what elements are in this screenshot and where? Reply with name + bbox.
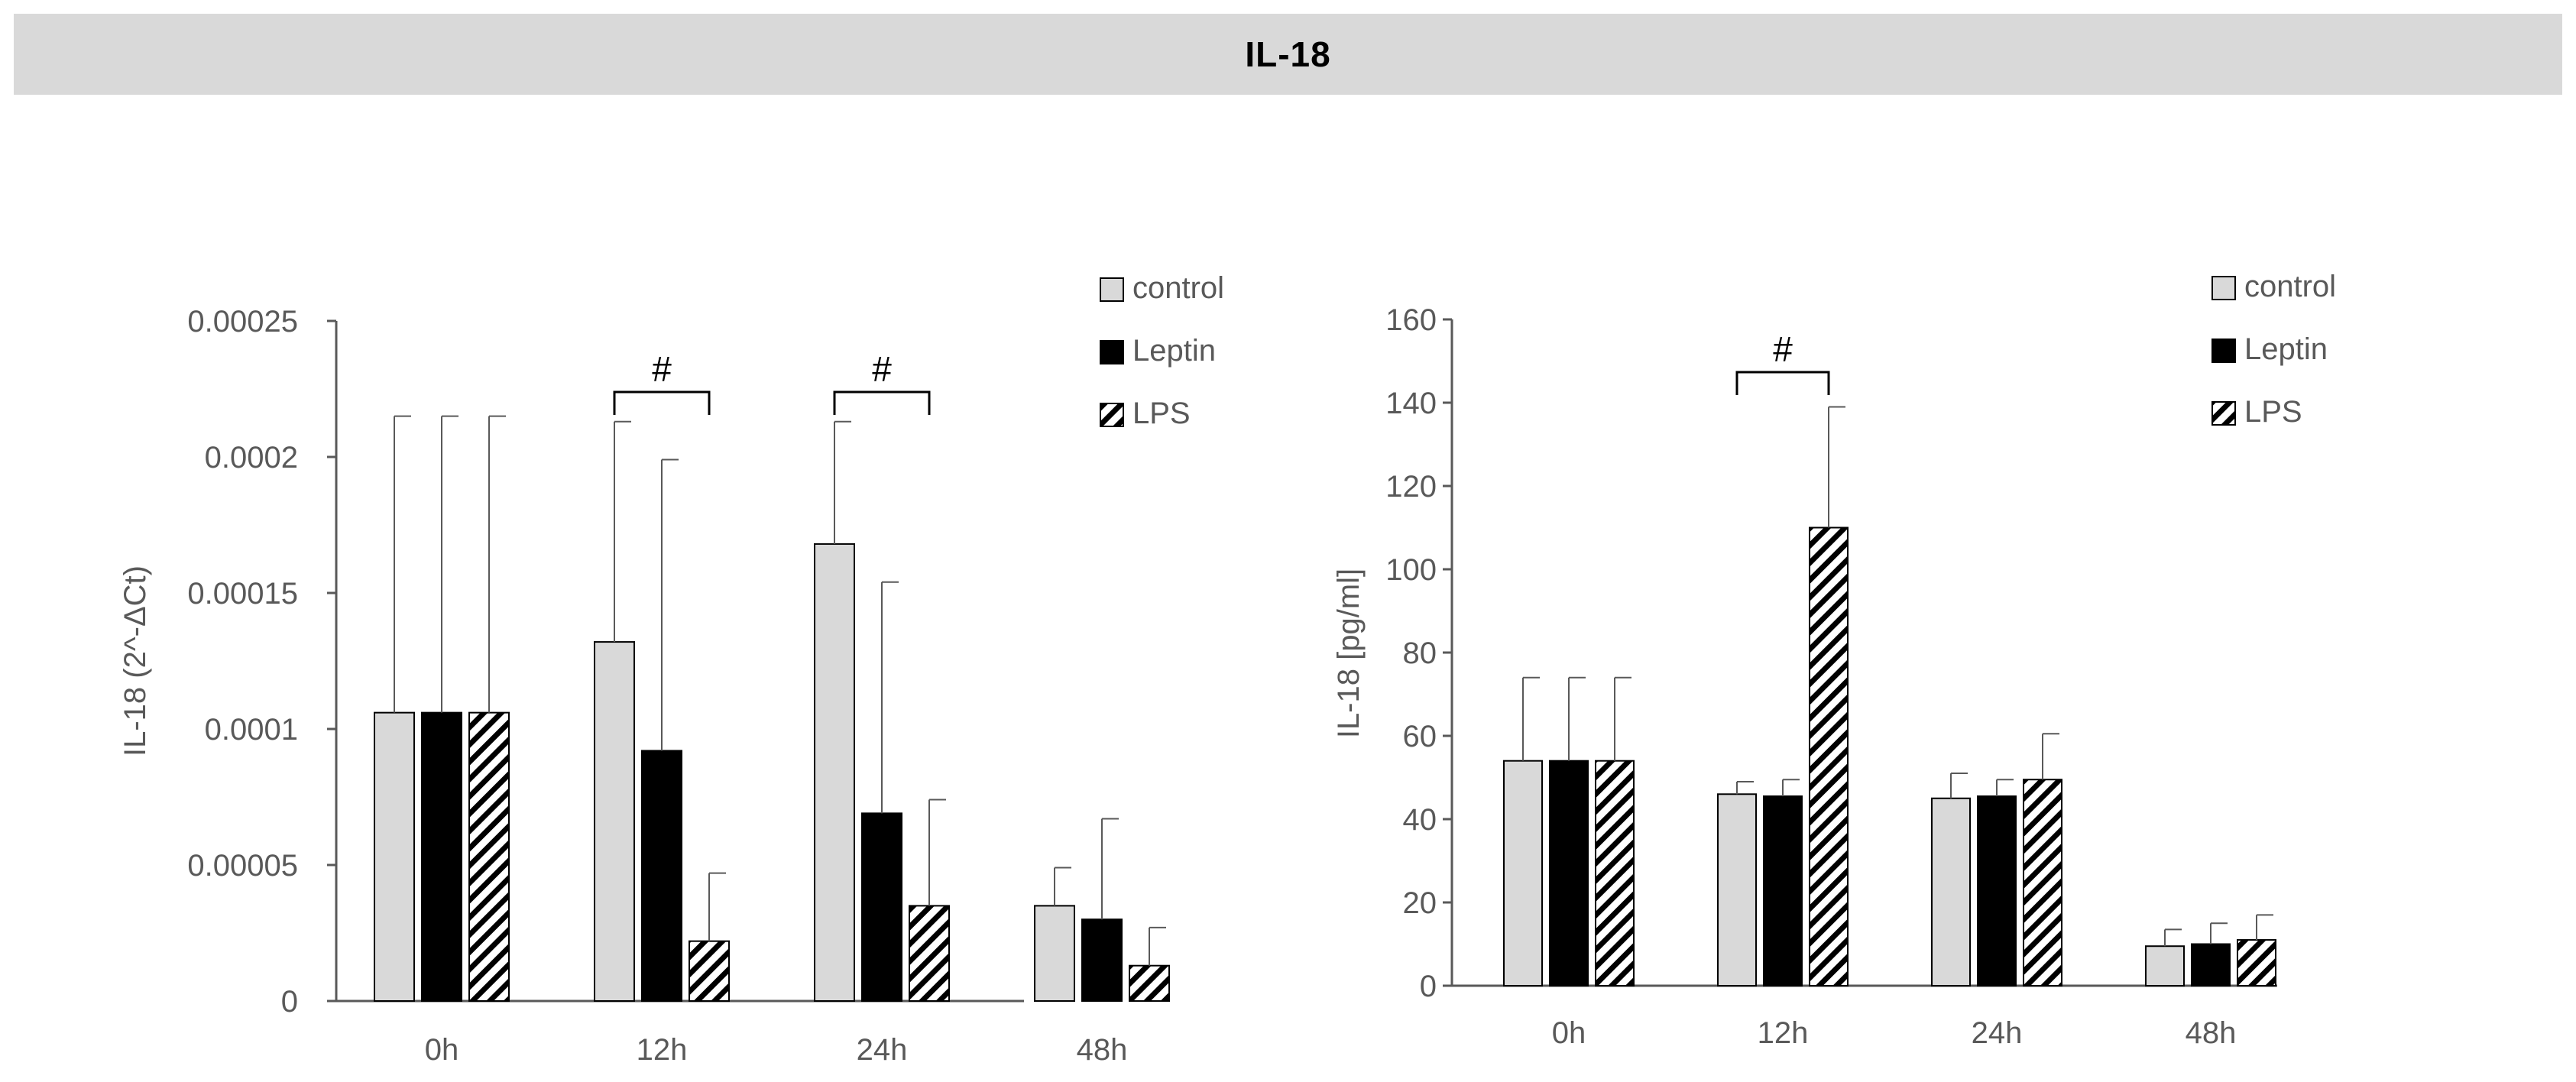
chart2-legend-swatch-leptin — [2211, 339, 2236, 363]
chart2-bar-leptin-0h — [1549, 760, 1589, 986]
chart2-x-tick-label: 12h — [1758, 1016, 1809, 1050]
chart1-x-tick-label: 24h — [857, 1033, 908, 1067]
chart1-y-tick-label: 0.0001 — [205, 713, 298, 747]
chart2-bar-control-48h — [2145, 945, 2185, 986]
chart1-bar-control-12h — [594, 641, 635, 1003]
figure-title-bar: IL-18 — [14, 14, 2562, 95]
chart2-y-tick-label: 100 — [1385, 553, 1437, 587]
chart2-y-tick-label: 140 — [1385, 387, 1437, 420]
chart1-bar-leptin-48h — [1081, 918, 1123, 1002]
chart1-y-axis-label: IL-18 (2^-ΔCt) — [118, 565, 152, 756]
chart2-bar-control-0h — [1503, 760, 1543, 986]
chart1-y-tick-label: 0.0002 — [205, 441, 298, 475]
chart1-legend-label: LPS — [1132, 397, 1191, 430]
chart2-legend-label: control — [2244, 270, 2336, 303]
figure-title: IL-18 — [1245, 34, 1331, 74]
chart1-x-tick-label: 0h — [425, 1033, 459, 1067]
chart1-bar-lps-12h — [689, 940, 730, 1003]
chart2-y-tick-label: 0 — [1420, 970, 1437, 1003]
chart2-bar-lps-12h — [1809, 526, 1849, 986]
chart1-legend-label: control — [1132, 271, 1224, 305]
chart1-x-tick-label: 48h — [1077, 1033, 1128, 1067]
chart2-bar-lps-24h — [2023, 779, 2062, 986]
chart2-bar-control-12h — [1717, 793, 1757, 987]
chart1-significance-mark: # — [652, 349, 672, 389]
chart1-y-tick-label: 0 — [281, 985, 298, 1019]
chart2-y-tick-label: 120 — [1385, 470, 1437, 504]
chart1-y-tick-label: 0.00005 — [187, 849, 298, 883]
chart2-legend-swatch-lps — [2211, 401, 2236, 426]
chart2-bar-leptin-12h — [1763, 795, 1803, 987]
chart2-legend-label: LPS — [2244, 395, 2302, 429]
chart1-significance-mark: # — [872, 349, 892, 389]
chart1-bar-control-0h — [374, 711, 415, 1002]
chart1-significance-bracket — [833, 390, 931, 415]
chart2-bar-lps-48h — [2237, 939, 2276, 987]
chart1-y-tick-label: 0.00025 — [187, 305, 298, 339]
chart2-significance-mark: # — [1773, 329, 1793, 369]
chart2-bar-leptin-24h — [1977, 795, 2017, 987]
chart1-legend-swatch-leptin — [1100, 340, 1124, 364]
chart1-bar-leptin-24h — [861, 812, 902, 1002]
chart2-bar-leptin-48h — [2191, 943, 2231, 986]
chart1-x-tick-label: 12h — [637, 1033, 688, 1067]
chart2-legend-label: Leptin — [2244, 332, 2328, 366]
chart2-y-tick-label: 20 — [1403, 886, 1437, 920]
chart2-y-tick-label: 160 — [1385, 303, 1437, 337]
chart2-y-tick-label: 60 — [1403, 720, 1437, 753]
chart2-legend-swatch-control — [2211, 276, 2236, 300]
chart2-y-tick-label: 80 — [1403, 637, 1437, 670]
chart1-bar-lps-48h — [1129, 964, 1170, 1002]
chart2-x-tick-label: 48h — [2186, 1016, 2237, 1050]
chart1-legend-label: Leptin — [1132, 334, 1216, 368]
chart2-x-tick-label: 24h — [1972, 1016, 2023, 1050]
chart2-significance-bracket — [1735, 371, 1830, 395]
chart1-bar-lps-0h — [468, 711, 510, 1002]
chart1-bar-leptin-12h — [641, 750, 682, 1002]
chart1-bar-leptin-0h — [421, 711, 462, 1002]
chart1-bar-control-48h — [1034, 905, 1075, 1003]
chart1-y-tick-label: 0.00015 — [187, 577, 298, 611]
chart1-legend-swatch-lps — [1100, 403, 1124, 427]
chart1-bar-lps-24h — [909, 905, 950, 1003]
chart2-bar-lps-0h — [1595, 760, 1635, 986]
chart2-y-axis-label: IL-18 [pg/ml] — [1332, 569, 1366, 738]
chart2-y-tick-label: 40 — [1403, 803, 1437, 837]
chart2-bar-control-24h — [1931, 797, 1971, 986]
chart1-bar-control-24h — [814, 543, 855, 1002]
chart2-x-tick-label: 0h — [1552, 1016, 1586, 1050]
chart1-significance-bracket — [613, 390, 711, 415]
chart1-legend-swatch-control — [1100, 277, 1124, 302]
